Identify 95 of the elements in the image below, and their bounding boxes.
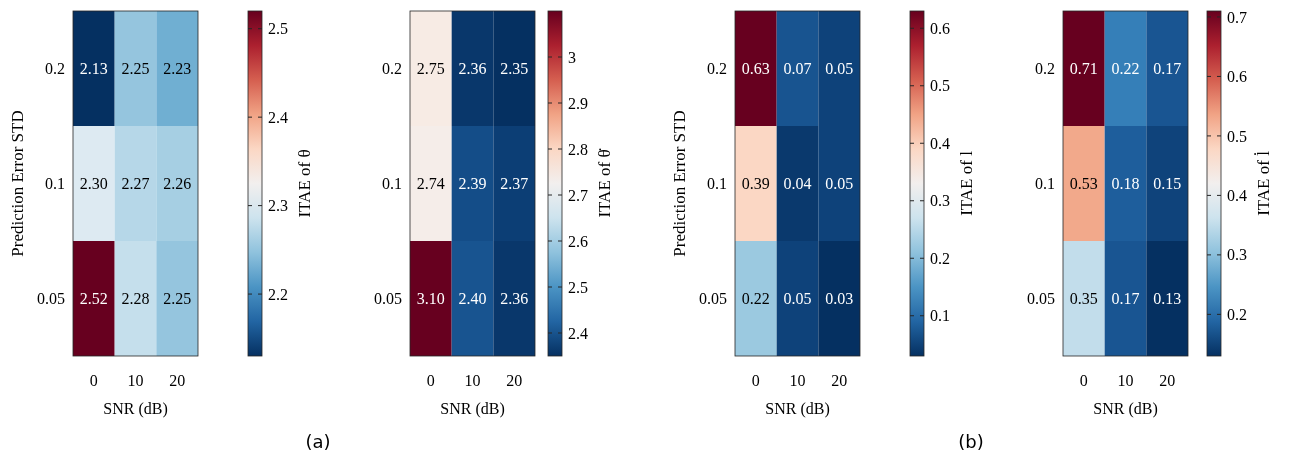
- data-label: 2.26: [163, 175, 192, 193]
- color-bar-label: 0.3: [930, 192, 950, 210]
- data-label: 0.53: [1069, 175, 1098, 193]
- data-label: 0.04: [783, 175, 812, 193]
- data-label: 2.23: [163, 60, 192, 78]
- color-bar-label: 0.7: [1227, 8, 1247, 26]
- data-label: 2.36: [500, 290, 529, 308]
- x-tick-label: 10: [127, 372, 144, 389]
- x-tick-label: 10: [464, 372, 481, 389]
- x-tick-label: 20: [169, 372, 186, 389]
- x-tick-label: 0: [89, 372, 98, 389]
- x-tick-label: 0: [426, 372, 435, 389]
- data-label: 0.35: [1069, 290, 1098, 308]
- data-label: 2.35: [500, 60, 529, 78]
- color-bar-label: 2.6: [568, 232, 588, 250]
- data-label: 0.22: [1111, 60, 1140, 78]
- y-tick-label: 0.05: [699, 290, 727, 308]
- x-axis-title: SNR (dB): [103, 400, 168, 418]
- data-label: 0.17: [1111, 290, 1140, 308]
- y-tick-label: 0.1: [382, 175, 402, 193]
- data-label: 2.40: [458, 290, 487, 308]
- data-label: 0.07: [783, 60, 812, 78]
- color-bar-label: 2.4: [268, 108, 288, 126]
- text: (b): [958, 431, 984, 452]
- x-axis-title: SNR (dB): [1093, 400, 1158, 418]
- color-bar-title: ITAE of θ̇: [595, 148, 614, 218]
- x-tick-label: 20: [1159, 372, 1176, 389]
- x-tick-label: 0: [1079, 372, 1088, 389]
- color-bar-label: 0.5: [930, 77, 950, 95]
- color-bar-label: 2.2: [268, 285, 288, 303]
- data-label: 0.05: [825, 60, 854, 78]
- color-bar-label: 0.4: [1227, 187, 1247, 204]
- color-bar-label: 0.2: [1227, 305, 1247, 323]
- x-tick-label: 10: [789, 372, 806, 389]
- x-tick-label: 20: [831, 372, 848, 389]
- data-label: 0.18: [1111, 175, 1140, 193]
- color-bar-label: 0.1: [930, 307, 950, 325]
- color-bar-title: ITAE of l: [957, 150, 976, 216]
- y-axis-title: Prediction Error STD: [8, 110, 27, 257]
- data-label: 0.17: [1153, 60, 1182, 78]
- color-bar-label: 2.8: [568, 140, 588, 158]
- y-tick-label: 0.05: [1027, 290, 1055, 308]
- color-bar-label: 2.7: [568, 186, 588, 204]
- color-bar-label: 2.5: [268, 20, 288, 38]
- y-tick-label: 0.2: [707, 60, 727, 78]
- y-tick-label: 0.1: [1035, 175, 1055, 193]
- data-label: 2.28: [121, 290, 150, 308]
- color-bar-title: ITAE of θ: [295, 149, 314, 218]
- color-bar-label: 2.5: [568, 278, 588, 296]
- data-label: 2.30: [79, 175, 108, 193]
- data-label: 0.13: [1153, 290, 1182, 308]
- x-axis-title: SNR (dB): [440, 400, 505, 418]
- data-label: 0.63: [741, 60, 770, 78]
- y-tick-label: 0.1: [45, 175, 65, 193]
- data-label: 0.05: [783, 290, 812, 308]
- data-label: 2.52: [79, 290, 108, 308]
- color-bar-label: 0.6: [1227, 68, 1247, 86]
- data-label: 2.25: [163, 290, 192, 308]
- y-tick-label: 0.1: [707, 175, 727, 193]
- y-tick-label: 0.2: [1035, 60, 1055, 78]
- data-label: 2.75: [416, 60, 445, 78]
- color-bar-label: 0.6: [930, 19, 950, 37]
- text: (a): [305, 431, 331, 452]
- data-label: 2.37: [500, 175, 529, 193]
- color-bar-label: 0.4: [930, 134, 950, 152]
- data-label: 2.13: [79, 60, 108, 78]
- data-label: 2.27: [121, 175, 150, 193]
- data-label: 0.03: [825, 290, 854, 308]
- y-axis-title: Prediction Error STD: [670, 110, 689, 257]
- y-tick-label: 0.05: [374, 290, 402, 308]
- color-bar-label: 0.2: [930, 249, 950, 267]
- data-label: 0.05: [825, 175, 854, 193]
- data-label: 2.25: [121, 60, 150, 78]
- color-bar-label: 2.9: [568, 94, 588, 112]
- y-tick-label: 0.05: [37, 290, 65, 308]
- color-bar-title: ITAE of l̇: [1254, 150, 1273, 216]
- data-label: 2.74: [416, 175, 445, 193]
- x-axis-title: SNR (dB): [765, 400, 830, 418]
- color-bar-label: 2.4: [568, 324, 588, 342]
- data-label: 2.39: [458, 175, 487, 193]
- color-bar-label: 0.5: [1227, 127, 1247, 145]
- data-label: 0.71: [1069, 60, 1098, 78]
- data-label: 2.36: [458, 60, 487, 78]
- y-tick-label: 0.2: [45, 60, 65, 78]
- x-tick-label: 20: [506, 372, 523, 389]
- data-label: 0.22: [741, 290, 770, 308]
- y-tick-label: 0.2: [382, 60, 402, 78]
- data-label: 3.10: [416, 290, 445, 308]
- data-label: 0.15: [1153, 175, 1182, 193]
- color-bar-label: 3: [568, 48, 576, 66]
- x-tick-label: 10: [1117, 372, 1134, 389]
- x-tick-label: 0: [751, 372, 760, 389]
- color-bar-label: 0.3: [1227, 246, 1247, 264]
- data-label: 0.39: [741, 175, 770, 193]
- color-bar-label: 2.3: [268, 197, 288, 215]
